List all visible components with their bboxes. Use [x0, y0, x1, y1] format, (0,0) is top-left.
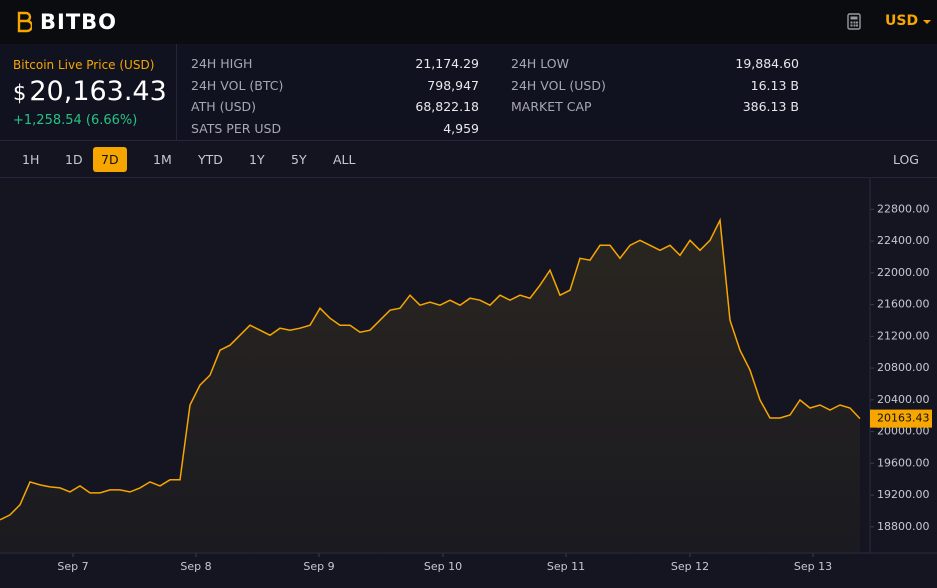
- y-tick-label: 22400.00: [877, 234, 930, 247]
- range-button[interactable]: ALL: [333, 152, 356, 167]
- stat-label: 24H LOW: [511, 56, 569, 72]
- logo[interactable]: BITBO: [16, 10, 117, 34]
- y-tick-label: 22800.00: [877, 202, 930, 215]
- stat-label: 24H VOL (BTC): [191, 77, 284, 93]
- price-label: Bitcoin Live Price (USD): [13, 58, 155, 72]
- price-value: 20,163.43: [29, 76, 167, 107]
- stat-label: ATH (USD): [191, 99, 257, 115]
- range-bar: LOG 1H 1D 7D 1M YTD 1Y 5Y ALL: [0, 141, 937, 178]
- range-button[interactable]: 1H: [22, 152, 40, 167]
- log-toggle[interactable]: LOG: [892, 152, 919, 167]
- caret: [922, 20, 931, 24]
- stats-column: 24H LOW 19,884.60 24H VOL (USD) 16.13 B MARK…: [511, 53, 799, 118]
- stat-row: 24H VOL (USD) 16.13 B: [511, 75, 799, 97]
- x-tick-label: Sep 11: [547, 560, 585, 573]
- stat-value: 386.13 B: [742, 99, 799, 115]
- logo-icon: [17, 11, 32, 33]
- stat-row: 24H VOL (BTC) 798,947: [191, 75, 479, 97]
- stat-label: 24H HIGH: [191, 56, 253, 72]
- x-tick-label: Sep 13: [794, 560, 832, 573]
- y-tick-label: 21200.00: [877, 329, 930, 342]
- stat-value: 798,947: [427, 77, 479, 93]
- x-tick-label: Sep 9: [303, 560, 334, 573]
- y-tick-label: 19200.00: [877, 488, 930, 501]
- x-tick-label: Sep 12: [671, 560, 709, 573]
- stats-column: 24H HIGH 21,174.29 24H VOL (BTC) 798,947 ATH…: [191, 53, 479, 139]
- stat-value: 68,822.18: [415, 99, 479, 115]
- y-tick-label: 19600.00: [877, 456, 930, 469]
- stat-value: 21,174.29: [415, 56, 479, 72]
- price-line: [0, 217, 861, 521]
- y-tick-label: 20800.00: [877, 361, 930, 374]
- stat-value: 16.13 B: [750, 77, 799, 93]
- chart: 18800.00 19200.00 19600.00 20000.00 20400.00…: [0, 178, 937, 573]
- stat-label: MARKET CAP: [511, 99, 592, 115]
- stat-value: 19,884.60: [735, 56, 799, 72]
- divider: [176, 44, 177, 141]
- calculator-icon[interactable]: [847, 13, 861, 30]
- price-tag-label: 20163.43: [877, 412, 930, 425]
- range-button[interactable]: YTD: [198, 152, 223, 167]
- stat-row: SATS PER USD 4,959: [191, 118, 479, 140]
- x-tick-label: Sep 8: [180, 560, 211, 573]
- stat-row: 24H LOW 19,884.60: [511, 53, 799, 75]
- range-button[interactable]: 1M: [153, 152, 172, 167]
- top-bar: BITBO USD: [0, 0, 937, 44]
- stat-row: 24H HIGH 21,174.29: [191, 53, 479, 75]
- range-button[interactable]: 1D: [65, 152, 83, 167]
- price-change: +1,258.54 (6.66%): [13, 113, 138, 128]
- y-tick-label: 22000.00: [877, 266, 930, 279]
- stat-label: SATS PER USD: [191, 120, 282, 136]
- currency-symbol: $: [13, 81, 27, 105]
- range-button[interactable]: 7D: [93, 147, 127, 172]
- stat-label: 24H VOL (USD): [511, 77, 606, 93]
- currency-select[interactable]: USD: [885, 13, 931, 29]
- area: [0, 220, 860, 554]
- logo-text: BITBO: [40, 10, 118, 34]
- price: $20,163.43: [13, 76, 167, 107]
- range-button[interactable]: 1Y: [249, 152, 265, 167]
- x-tick-label: Sep 10: [424, 560, 462, 573]
- y-tick-label: 21600.00: [877, 298, 930, 311]
- y-tick-label: 18800.00: [877, 520, 930, 533]
- stat-row: MARKET CAP 386.13 B: [511, 96, 799, 118]
- stat-value: 4,959: [443, 120, 479, 136]
- range-button[interactable]: 5Y: [291, 152, 307, 167]
- y-tick-label: 20400.00: [877, 393, 930, 406]
- x-tick-label: Sep 7: [57, 560, 88, 573]
- currency: USD: [885, 13, 919, 29]
- y-tick-label: 20000.00: [877, 425, 930, 438]
- price-tag: [870, 409, 932, 428]
- stats-panel: Bitcoin Live Price (USD) $20,163.43 +1,2…: [0, 44, 937, 141]
- stat-row: ATH (USD) 68,822.18: [191, 96, 479, 118]
